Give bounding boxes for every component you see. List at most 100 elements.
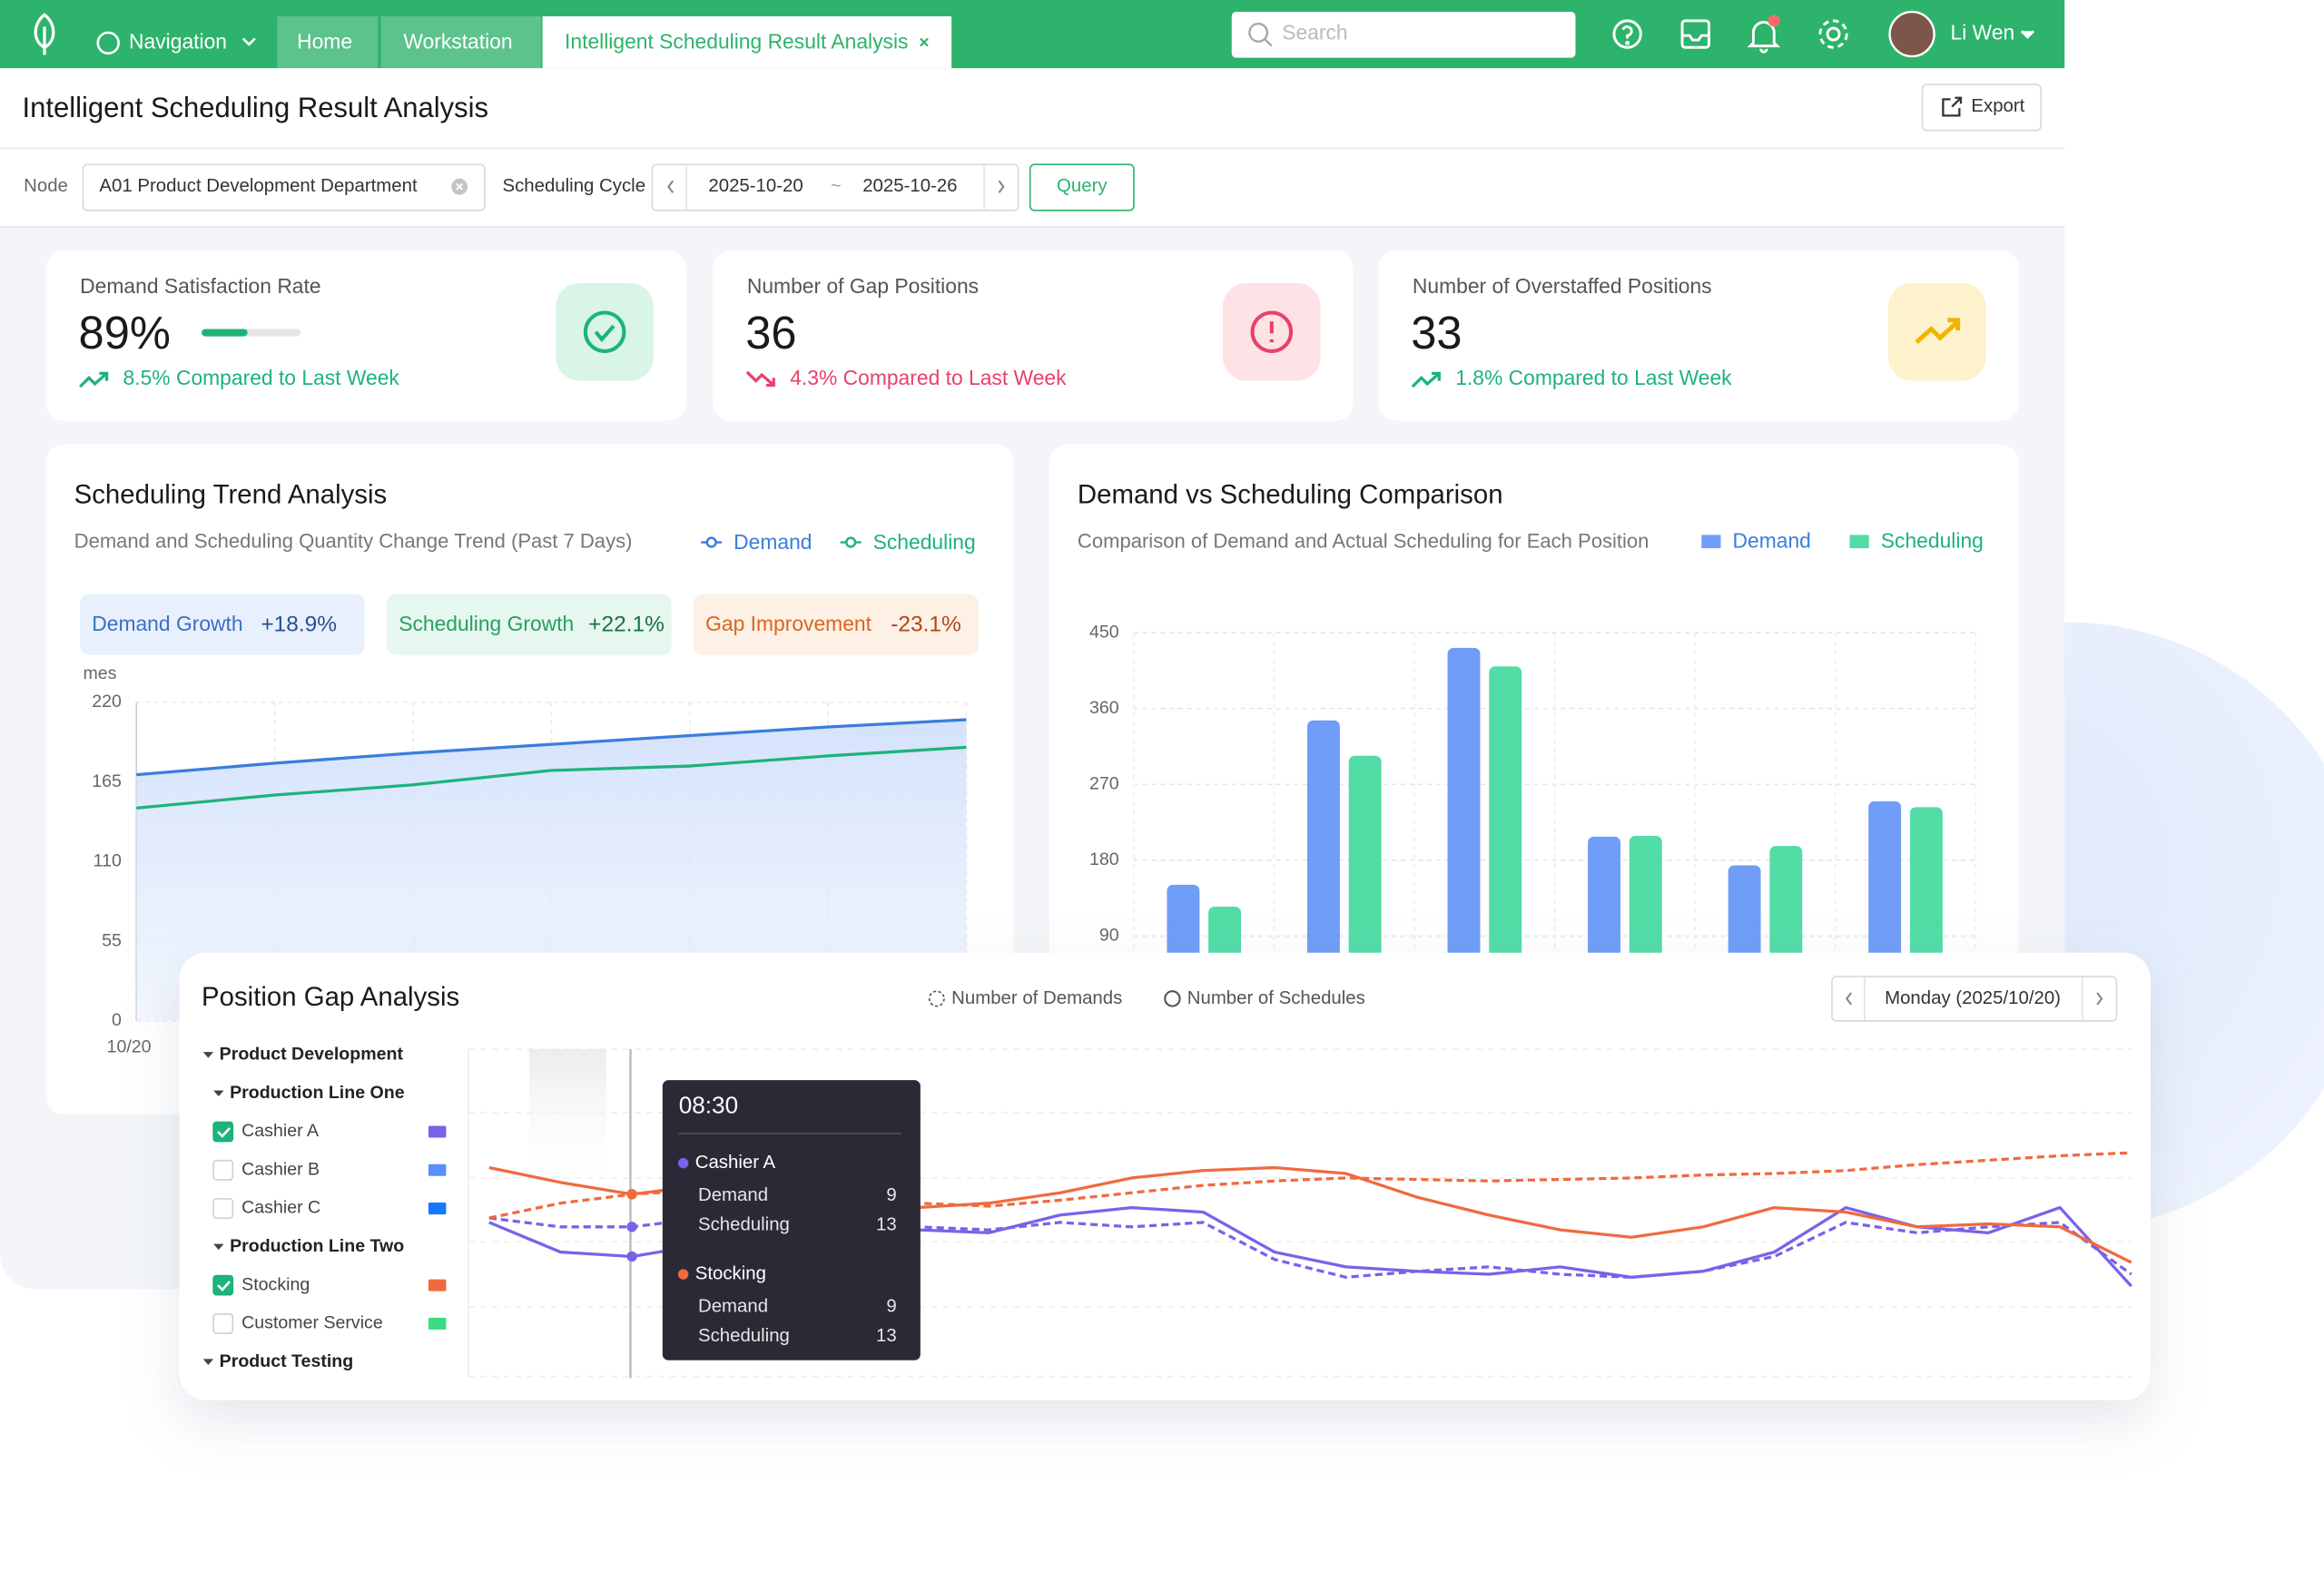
kpi-label: Number of Gap Positions [747,274,979,298]
checkmark [217,1127,231,1138]
kpi-icon [594,324,615,343]
kpi-icon [1915,318,1961,344]
tree-group[interactable]: Product Development [220,1045,404,1065]
badge-value: +18.9% [261,612,337,636]
hover-point [626,1222,637,1232]
y-tick-label: 110 [94,851,122,871]
badge-value: +22.1% [588,612,665,636]
search-placeholder: Search [1282,21,1347,44]
search-icon [1248,22,1273,47]
legend-label: Number of Schedules [1187,988,1365,1008]
legend-label: Scheduling [1881,529,1984,553]
stat-badge [694,594,979,655]
tree-group[interactable]: Production Line One [230,1083,405,1103]
tree-item[interactable]: Cashier A [241,1121,320,1141]
line-series [136,718,967,777]
y-axis-label: mes [83,663,116,683]
x-tick-label: 10/20 [107,1036,152,1056]
tree-item[interactable]: Customer Service [241,1313,383,1333]
legend-label: Number of Demands [951,988,1122,1008]
legend-label: Demand [1733,529,1811,553]
avatar[interactable] [1888,10,1935,58]
checkbox[interactable] [212,1159,234,1181]
kpi-change: 4.3% Compared to Last Week [790,366,1067,389]
date-label: Monday (2025/10/20) [1885,988,2061,1008]
tab-home[interactable] [277,15,379,69]
gap-content: Position Gap Analysis Number of Demands Nu… [202,976,2132,1379]
query-button[interactable] [1029,163,1135,211]
badge-label: Gap Improvement [705,612,872,635]
color-swatch [428,1317,447,1330]
legend-label: Scheduling [873,530,976,554]
y-tick-label: 270 [1089,773,1119,793]
legend-icon [1164,990,1181,1007]
bar [1348,755,1382,1013]
search-box[interactable] [1231,12,1576,58]
clear-x [456,182,464,191]
tooltip-time: 08:30 [679,1091,738,1118]
node-select[interactable] [82,163,486,211]
legend-icon [845,536,857,548]
kpi-trend-icon [1411,371,1441,388]
y-tick-label: 220 [92,692,122,712]
kpi-value: 33 [1411,307,1462,358]
y-tick-label: 0 [112,1010,122,1030]
nav-label[interactable]: Navigation [129,29,227,53]
date-picker[interactable] [1831,976,2118,1022]
tab-label[interactable]: Intelligent Scheduling Result Analysis [565,29,908,53]
bar [1306,720,1340,1013]
badge-value: -23.1% [891,612,961,636]
date-arrows[interactable] [667,180,1005,193]
tab-close[interactable] [920,37,929,47]
query-label[interactable]: Query [1057,176,1108,196]
export-button[interactable] [1921,83,2042,132]
checkbox[interactable] [212,1274,234,1296]
bar [1447,647,1481,1013]
tree-caret [202,1052,214,1058]
tooltip-series: Stocking [695,1263,766,1283]
tree-item[interactable]: Cashier B [241,1159,320,1179]
checkbox[interactable] [212,1121,234,1143]
date-separator: ~ [831,176,841,196]
kpi-change: 8.5% Compared to Last Week [123,366,400,389]
hover-point [626,1251,637,1262]
tab-workstation[interactable] [380,15,541,69]
tab-label[interactable]: Home [297,29,352,53]
export-icon [1942,96,1963,117]
chart-title: Demand vs Scheduling Comparison [1078,480,1503,510]
tab-label[interactable]: Workstation [403,29,512,53]
date-picker-dividers [1864,976,2083,1021]
tooltip-label: Demand [698,1185,768,1205]
tooltip-series: Cashier A [695,1153,776,1173]
header-icons[interactable] [1612,19,2035,54]
color-swatch [428,1203,447,1215]
page-title: Intelligent Scheduling Result Analysis [23,92,489,123]
date-range[interactable] [651,163,1019,211]
color-swatch [428,1164,447,1176]
kpi-card [713,250,1354,421]
tree-caret [213,1090,224,1096]
kpi-icon [1250,310,1294,353]
tree-group[interactable]: Product Testing [220,1351,354,1371]
checkbox[interactable] [212,1312,234,1334]
legend-swatch [1701,535,1721,549]
date-dividers [685,164,985,211]
export-label[interactable]: Export [1971,96,2024,116]
kpi-card [45,250,686,421]
color-swatch [428,1279,447,1291]
tree-group[interactable]: Production Line Two [230,1236,404,1256]
tooltip-value: 9 [886,1296,896,1316]
line-series [136,745,967,810]
kpi-trend-icon [745,370,775,388]
y-tick-label: 90 [1099,926,1119,946]
kpi-icon [583,310,626,353]
chart-title: Position Gap Analysis [202,982,459,1012]
tab-active[interactable] [542,15,952,69]
nav-icon[interactable] [96,31,256,55]
user-name[interactable]: Li Wen [1951,21,2015,44]
tree-item[interactable]: Cashier C [241,1198,320,1218]
tree-item[interactable]: Stocking [241,1274,310,1294]
checkbox[interactable] [212,1198,234,1219]
tree-caret [202,1359,214,1365]
